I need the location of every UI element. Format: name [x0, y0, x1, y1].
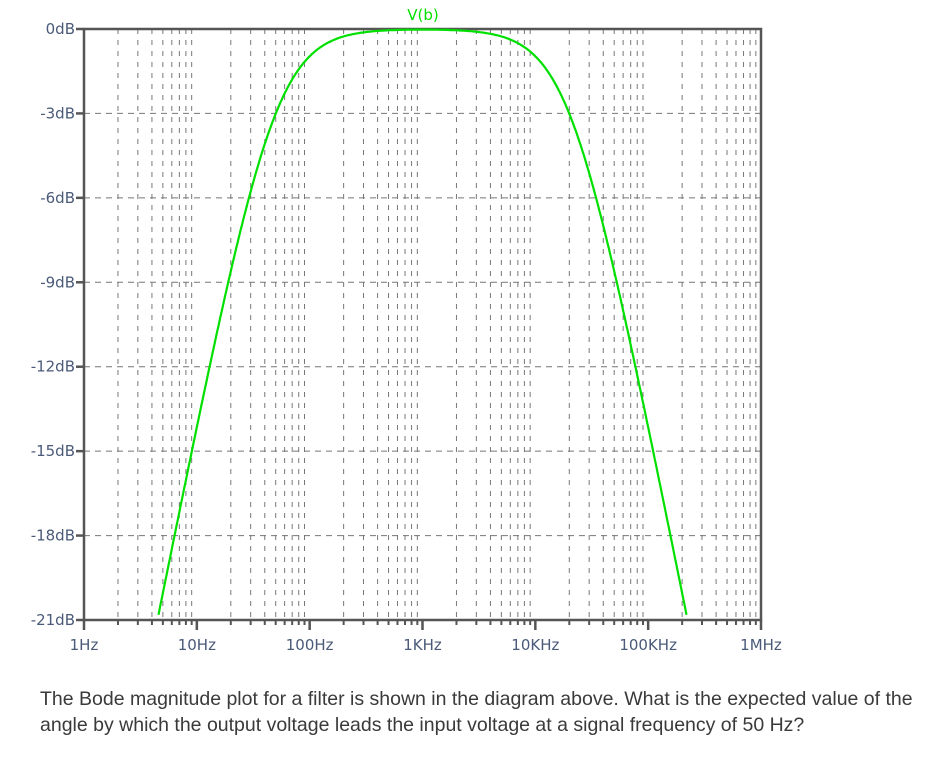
y-tick-label: -3dB	[40, 104, 75, 122]
x-tick-label: 1KHz	[403, 636, 442, 654]
y-tick-label: 0dB	[46, 20, 75, 38]
y-axis-labels: 0dB -3dB -6dB -9dB -12dB -15dB -18dB -21dB	[31, 20, 75, 629]
trace-v-b	[157, 28, 688, 616]
y-tick-label: -9dB	[40, 273, 75, 291]
question-text: The Bode magnitude plot for a filter is …	[40, 688, 913, 736]
trace-label: V(b)	[407, 6, 439, 24]
y-tick-label: -18dB	[31, 527, 75, 545]
y-tick-label: -21dB	[31, 611, 75, 629]
y-tick-label: -6dB	[40, 189, 75, 207]
grid-lines	[84, 29, 761, 620]
y-tick-label: -12dB	[31, 358, 75, 376]
x-tick-label: 100KHz	[619, 636, 677, 654]
x-tick-label: 1MHz	[740, 636, 782, 654]
x-tick-label: 1Hz	[70, 636, 99, 654]
axis-ticks	[76, 27, 763, 630]
x-tick-label: 100Hz	[286, 636, 334, 654]
x-tick-label: 10KHz	[511, 636, 559, 654]
y-tick-label: -15dB	[31, 442, 75, 460]
x-tick-label: 10Hz	[178, 636, 216, 654]
bode-magnitude-plot: V(b) 0dB -3dB -6dB -9dB -12dB -15dB -18dB -21dB…	[31, 6, 782, 654]
x-axis-labels: 1Hz 10Hz 100Hz 1KHz 10KHz 100KHz 1MHz	[70, 636, 782, 654]
